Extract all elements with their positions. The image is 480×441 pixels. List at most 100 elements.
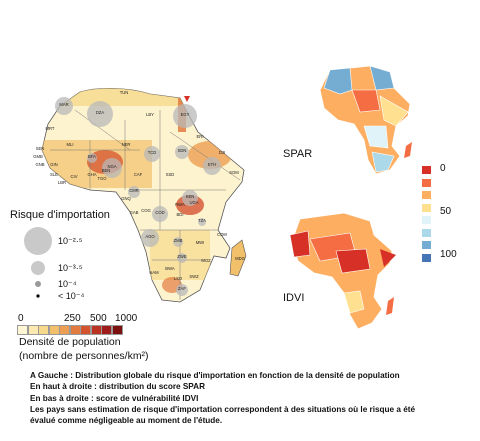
country-label: SEN — [36, 146, 45, 151]
risk-circle — [173, 104, 197, 128]
risk-circle — [152, 206, 168, 222]
risk-circle — [141, 229, 159, 247]
egypt-marker — [184, 96, 190, 102]
score-label-50: 50 — [440, 206, 452, 217]
risk-circle — [128, 186, 140, 198]
country-label: BFA — [88, 154, 96, 159]
caption-line-4: Les pays sans estimation de risque d'imp… — [30, 404, 416, 414]
country-label: BDI — [177, 212, 184, 217]
density-swatch — [48, 325, 60, 335]
country-label: MRT — [46, 126, 55, 131]
country-label: NAM — [149, 270, 159, 275]
score-swatch — [422, 216, 431, 224]
import-risk-legend: Risque d'importation 10⁻²·⁵ 10⁻³·⁵ 10⁻⁴ … — [10, 205, 130, 315]
country-label: COD — [155, 210, 164, 215]
score-swatch — [422, 166, 431, 174]
import-risk-legend-title: Risque d'importation — [10, 209, 110, 221]
caption-line-3: En bas à droite : score de vulnérabilité… — [30, 393, 199, 403]
score-swatch — [422, 228, 431, 237]
country-label: GMB — [33, 154, 43, 159]
country-label: GHA — [87, 172, 96, 177]
density-swatch — [90, 325, 102, 335]
score-swatch — [422, 191, 431, 199]
score-swatch — [422, 253, 431, 262]
country-label: ZMB — [174, 238, 183, 243]
country-label: TUN — [120, 90, 129, 95]
country-label: LBR — [58, 180, 66, 185]
density-tick-1000: 1000 — [115, 313, 138, 324]
legend-circle-large — [24, 227, 52, 255]
score-swatch — [422, 203, 431, 212]
country-label: TZA — [198, 218, 206, 223]
country-label: RWA — [175, 202, 185, 207]
country-label: SLE — [50, 172, 58, 177]
legend-item-3: 10⁻⁴ — [58, 279, 77, 289]
score-label-100: 100 — [440, 249, 457, 260]
country-label: SWZ — [189, 274, 199, 279]
country-label: ETH — [208, 162, 216, 167]
country-label: UGA — [189, 200, 198, 205]
country-label: CMR — [129, 188, 139, 193]
risk-circle — [176, 284, 188, 296]
country-label: BWA — [165, 266, 175, 271]
legend-item-1: 10⁻²·⁵ — [58, 236, 83, 246]
country-label: LSO — [174, 276, 183, 281]
country-label: COG — [141, 208, 151, 213]
country-label: MLI — [67, 142, 74, 147]
risk-circle — [144, 146, 160, 162]
legend-circle-dot — [36, 294, 40, 298]
density-tick-500: 500 — [90, 313, 107, 324]
country-label: BEN — [102, 168, 111, 173]
idvi-map — [289, 212, 396, 330]
density-tick-250: 250 — [64, 313, 81, 324]
country-label: AGO — [145, 234, 155, 239]
country-label: ZAF — [178, 286, 186, 291]
caption-line-2: En haut à droite : distribution du score… — [30, 382, 205, 392]
country-label: NGA — [107, 164, 116, 169]
density-swatch — [101, 325, 112, 335]
country-label: SDN — [178, 148, 187, 153]
density-swatch — [59, 325, 70, 335]
legend-circle-medium — [31, 261, 45, 275]
idvi-label: IDVI — [283, 292, 305, 304]
risk-circle — [177, 253, 187, 263]
madagascar-shape — [229, 239, 247, 277]
country-label: GAB — [130, 210, 139, 215]
risk-circle — [203, 157, 221, 175]
country-label: NER — [122, 142, 131, 147]
country-label: CAF — [134, 172, 143, 177]
country-label: GNB — [35, 162, 44, 167]
spar-label: SPAR — [283, 148, 313, 160]
country-label: KEN — [186, 194, 195, 199]
country-label: DJI — [219, 150, 225, 155]
country-label: COM — [217, 232, 227, 237]
country-label: MOZ — [201, 258, 211, 263]
country-label: GIN — [50, 162, 57, 167]
score-swatch — [422, 241, 431, 249]
figure-caption: A Gauche : Distribution globale du risqu… — [30, 370, 470, 426]
legend-circle-small — [35, 281, 41, 287]
country-label: SSD — [166, 172, 175, 177]
risk-circles — [55, 97, 221, 296]
country-labels: MAR DZA TUN LBY EGY MRT MLI NER TCD SDN ERI ETH SOM K… — [33, 90, 245, 291]
country-label: ERI — [197, 134, 204, 139]
legend-item-2: 10⁻³·⁵ — [58, 263, 83, 273]
score-legend: 0 50 100 — [422, 163, 472, 263]
risk-circle — [87, 101, 113, 127]
legend-item-4: < 10⁻⁴ — [58, 291, 85, 301]
import-risk-map: MAR DZA TUN LBY EGY MRT MLI NER TCD SDN ERI ETH SOM K… — [33, 87, 247, 303]
density-swatch — [111, 325, 123, 335]
density-title-1: Densité de population — [19, 336, 121, 348]
density-swatch — [69, 325, 81, 335]
country-label: DZA — [96, 110, 105, 115]
country-label: ZWE — [177, 254, 187, 259]
risk-circle — [87, 153, 97, 163]
density-title-2: (nombre de personnes/km²) — [19, 350, 149, 362]
score-swatch — [422, 178, 431, 187]
country-label: MAR — [59, 102, 68, 107]
spar-map — [319, 65, 412, 175]
country-label: TGO — [97, 176, 107, 181]
risk-circle — [55, 97, 73, 115]
density-swatch — [80, 325, 91, 335]
country-label: MDG — [235, 256, 245, 261]
